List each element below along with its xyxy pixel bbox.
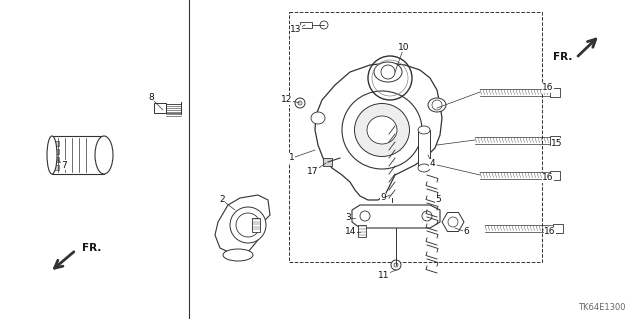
Ellipse shape xyxy=(367,116,397,144)
Bar xyxy=(51,157,59,162)
Text: 10: 10 xyxy=(398,42,410,51)
Bar xyxy=(51,141,59,146)
Text: 16: 16 xyxy=(542,174,554,182)
Bar xyxy=(300,22,312,28)
Circle shape xyxy=(381,65,395,79)
Text: 13: 13 xyxy=(291,26,301,34)
Ellipse shape xyxy=(342,91,422,169)
Ellipse shape xyxy=(311,112,325,124)
Ellipse shape xyxy=(418,126,430,134)
Circle shape xyxy=(298,101,302,105)
Ellipse shape xyxy=(95,136,113,174)
Bar xyxy=(51,165,59,170)
Bar xyxy=(550,136,560,145)
Circle shape xyxy=(295,98,305,108)
Ellipse shape xyxy=(418,164,430,172)
Bar xyxy=(289,12,542,262)
Text: 15: 15 xyxy=(551,138,563,147)
Bar xyxy=(418,130,430,168)
Text: FR.: FR. xyxy=(82,243,101,253)
Circle shape xyxy=(230,207,266,243)
Text: 1: 1 xyxy=(289,153,295,162)
Text: 11: 11 xyxy=(378,271,390,279)
Bar xyxy=(52,136,104,174)
Text: TK64E1300: TK64E1300 xyxy=(579,303,626,313)
Circle shape xyxy=(432,100,442,110)
Bar xyxy=(51,149,59,154)
Bar xyxy=(553,224,563,233)
Ellipse shape xyxy=(355,103,410,157)
Ellipse shape xyxy=(428,98,446,112)
Bar xyxy=(252,218,260,232)
Circle shape xyxy=(360,211,370,221)
Circle shape xyxy=(236,213,260,237)
Ellipse shape xyxy=(374,62,402,82)
Text: 4: 4 xyxy=(429,160,435,168)
Bar xyxy=(550,87,560,97)
Circle shape xyxy=(422,211,432,221)
Text: 12: 12 xyxy=(282,95,292,105)
Text: 2: 2 xyxy=(219,196,225,204)
Text: 8: 8 xyxy=(148,93,154,102)
Text: FR.: FR. xyxy=(552,52,572,62)
Text: 3: 3 xyxy=(345,213,351,222)
Text: 16: 16 xyxy=(544,227,556,236)
Text: 16: 16 xyxy=(542,84,554,93)
Text: 6: 6 xyxy=(463,227,469,236)
Polygon shape xyxy=(215,195,270,255)
Circle shape xyxy=(320,21,328,29)
Text: 14: 14 xyxy=(346,227,356,236)
Ellipse shape xyxy=(223,249,253,261)
Bar xyxy=(550,170,560,180)
Text: 7: 7 xyxy=(61,160,67,169)
Ellipse shape xyxy=(47,136,57,174)
Text: 5: 5 xyxy=(435,196,441,204)
Circle shape xyxy=(448,217,458,227)
Polygon shape xyxy=(352,205,440,228)
Bar xyxy=(154,103,166,113)
Bar xyxy=(358,225,366,237)
Text: 17: 17 xyxy=(307,167,319,176)
Polygon shape xyxy=(315,63,442,200)
Bar xyxy=(323,158,332,166)
Circle shape xyxy=(391,260,401,270)
Circle shape xyxy=(394,263,398,267)
Text: 9: 9 xyxy=(380,194,386,203)
